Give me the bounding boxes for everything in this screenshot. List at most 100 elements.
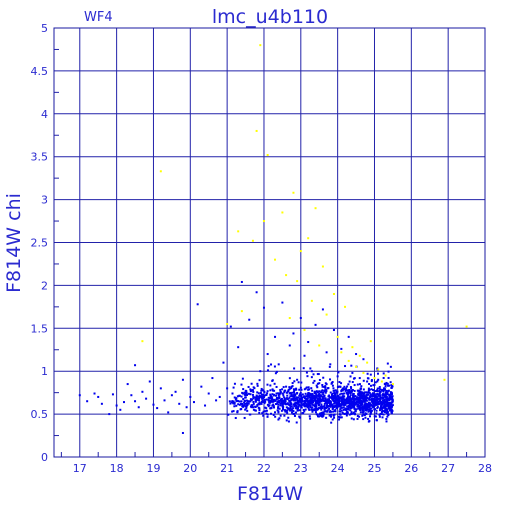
data-point xyxy=(352,395,355,398)
data-point xyxy=(306,397,309,400)
data-point xyxy=(259,370,262,373)
data-point xyxy=(379,397,382,400)
data-point xyxy=(253,387,256,390)
data-point xyxy=(320,408,323,411)
data-point xyxy=(271,400,274,403)
y-tick-label: 0.5 xyxy=(31,408,49,421)
data-point xyxy=(316,391,319,394)
data-point xyxy=(275,370,278,373)
data-point xyxy=(335,406,338,409)
data-point xyxy=(252,395,255,398)
data-point xyxy=(379,412,382,415)
data-point xyxy=(387,402,390,405)
data-point xyxy=(330,415,333,418)
data-point xyxy=(254,398,257,401)
data-point xyxy=(332,394,335,397)
data-point xyxy=(352,400,355,403)
data-point xyxy=(324,399,327,402)
data-point xyxy=(251,239,254,242)
data-point xyxy=(306,375,309,378)
data-point xyxy=(378,386,381,389)
data-point xyxy=(293,367,296,370)
data-point xyxy=(251,398,254,401)
data-point xyxy=(350,417,353,420)
data-point xyxy=(329,391,332,394)
data-point xyxy=(296,280,299,283)
data-point xyxy=(309,405,312,408)
data-point xyxy=(309,404,312,407)
data-point xyxy=(344,407,347,410)
data-point xyxy=(86,400,89,403)
data-point xyxy=(244,408,247,411)
data-point xyxy=(367,406,370,409)
data-point xyxy=(283,414,286,417)
y-tick-label: 2 xyxy=(41,279,48,292)
data-point xyxy=(308,396,311,399)
data-point xyxy=(262,220,265,223)
data-point xyxy=(325,388,328,391)
y-tick-label: 3.5 xyxy=(31,151,49,164)
data-point xyxy=(226,323,229,326)
data-point xyxy=(367,417,370,420)
data-point xyxy=(277,418,280,421)
data-point xyxy=(345,398,348,401)
data-point xyxy=(389,409,392,412)
data-point xyxy=(345,412,348,415)
data-point xyxy=(340,400,343,403)
data-point xyxy=(300,381,303,384)
data-point xyxy=(319,397,322,400)
data-point xyxy=(363,391,366,394)
data-point xyxy=(326,406,329,409)
data-point xyxy=(328,405,331,408)
data-points xyxy=(78,44,468,434)
data-point xyxy=(265,409,268,412)
data-point xyxy=(391,395,394,398)
data-point xyxy=(346,401,349,404)
data-point xyxy=(316,386,319,389)
data-point xyxy=(360,385,363,388)
data-point xyxy=(300,406,303,409)
data-point xyxy=(302,367,305,370)
data-point xyxy=(342,397,345,400)
data-point xyxy=(327,398,330,401)
data-point xyxy=(354,403,357,406)
data-point xyxy=(322,393,325,396)
data-point xyxy=(375,412,378,415)
data-point xyxy=(339,403,342,406)
data-point xyxy=(347,389,350,392)
data-point xyxy=(256,384,259,387)
data-point xyxy=(274,335,277,338)
data-point xyxy=(241,403,244,406)
data-point xyxy=(372,384,375,387)
data-point xyxy=(368,403,371,406)
data-point xyxy=(100,402,103,405)
data-point xyxy=(341,411,344,414)
data-point xyxy=(376,398,379,401)
data-point xyxy=(370,379,373,382)
data-point xyxy=(328,400,331,403)
data-point xyxy=(315,393,318,396)
data-point xyxy=(254,396,257,399)
data-point xyxy=(363,394,366,397)
data-point xyxy=(382,396,385,399)
data-point xyxy=(290,395,293,398)
data-point xyxy=(315,404,318,407)
data-point xyxy=(266,392,269,395)
data-point xyxy=(272,413,275,416)
data-point xyxy=(360,403,363,406)
data-point xyxy=(313,408,316,411)
data-point xyxy=(336,401,339,404)
x-tick-label: 25 xyxy=(367,462,381,475)
data-point xyxy=(384,400,387,403)
data-point xyxy=(240,400,243,403)
data-point xyxy=(238,403,241,406)
data-point xyxy=(376,387,379,390)
data-point xyxy=(326,409,329,412)
data-point xyxy=(382,399,385,402)
data-point xyxy=(363,405,366,408)
data-point xyxy=(334,394,337,397)
data-point xyxy=(352,397,355,400)
data-point xyxy=(328,365,331,368)
data-point xyxy=(288,344,291,347)
data-point xyxy=(332,410,335,413)
